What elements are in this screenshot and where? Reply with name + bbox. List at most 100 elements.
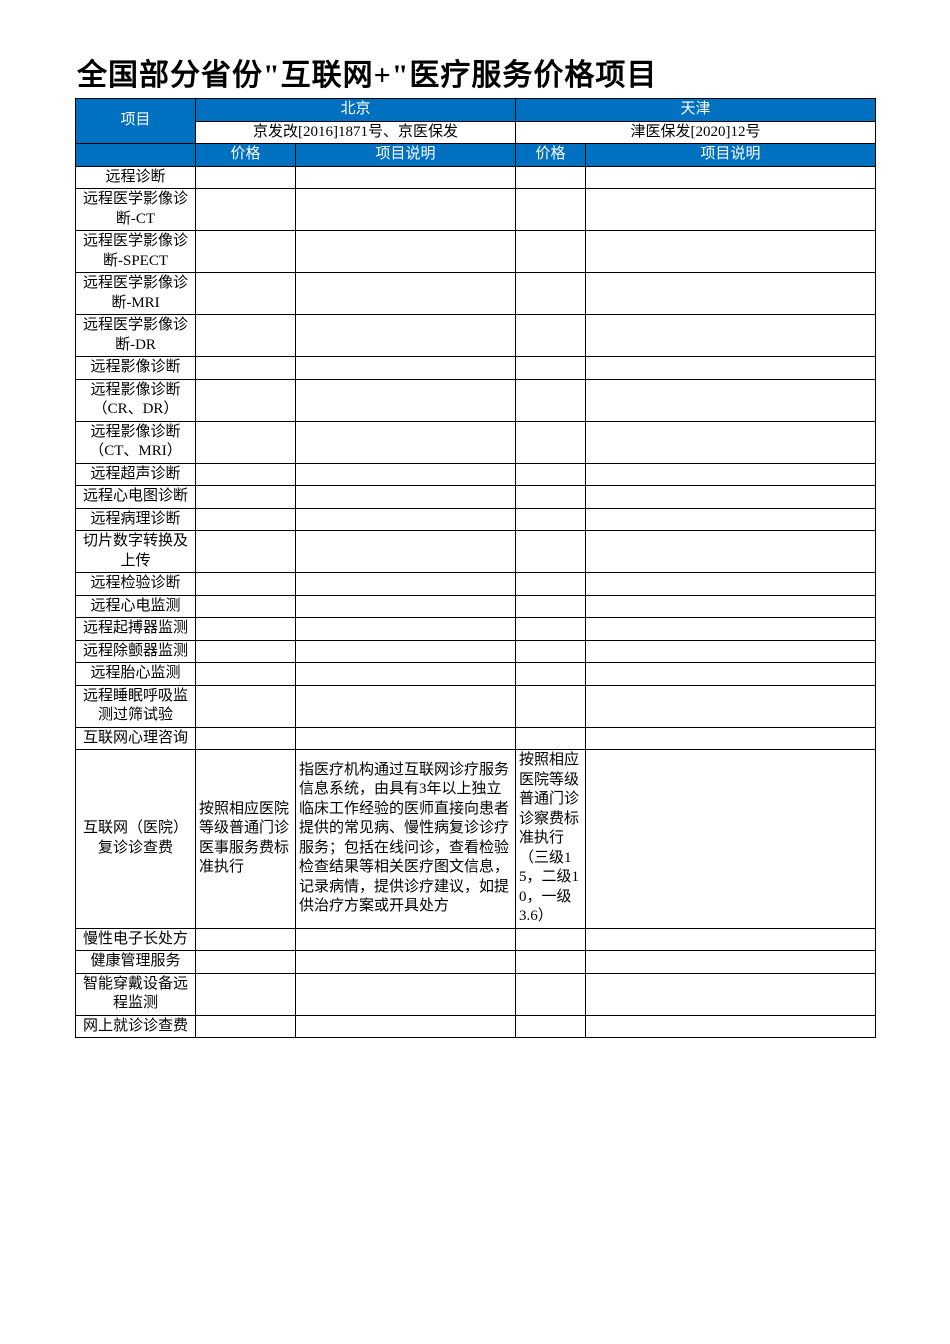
col-header-desc-bj: 项目说明 (296, 144, 516, 167)
cell-price-bj (196, 189, 296, 231)
cell-price-bj (196, 166, 296, 189)
cell-price-tj (516, 357, 586, 380)
table-row: 互联网（医院）复诊诊查费按照相应医院等级普通门诊医事服务费标准执行指医疗机构通过… (76, 750, 876, 929)
cell-desc-tj (586, 973, 876, 1015)
cell-desc-bj (296, 663, 516, 686)
cell-item: 远程医学影像诊断-CT (76, 189, 196, 231)
cell-desc-tj (586, 573, 876, 596)
cell-price-tj (516, 531, 586, 573)
cell-price-bj (196, 573, 296, 596)
cell-price-bj (196, 508, 296, 531)
price-table: 项目 北京 天津 京发改[2016]1871号、京医保发 津医保发[2020]1… (75, 98, 876, 1038)
cell-desc-tj (586, 357, 876, 380)
table-row: 远程除颤器监测 (76, 640, 876, 663)
cell-item: 健康管理服务 (76, 951, 196, 974)
cell-price-tj (516, 1015, 586, 1038)
cell-price-tj (516, 463, 586, 486)
cell-price-tj (516, 951, 586, 974)
table-body: 远程诊断远程医学影像诊断-CT远程医学影像诊断-SPECT远程医学影像诊断-MR… (76, 166, 876, 1038)
cell-item: 远程睡眠呼吸监测过筛试验 (76, 685, 196, 727)
cell-desc-bj (296, 166, 516, 189)
table-row: 远程病理诊断 (76, 508, 876, 531)
cell-desc-bj (296, 618, 516, 641)
cell-desc-bj (296, 928, 516, 951)
table-row: 网上就诊诊查费 (76, 1015, 876, 1038)
cell-item: 切片数字转换及上传 (76, 531, 196, 573)
cell-desc-tj (586, 486, 876, 509)
col-header-price-tj: 价格 (516, 144, 586, 167)
cell-desc-tj (586, 727, 876, 750)
cell-item: 互联网（医院）复诊诊查费 (76, 750, 196, 929)
doc-ref-beijing: 京发改[2016]1871号、京医保发 (196, 121, 516, 144)
cell-desc-bj (296, 379, 516, 421)
cell-desc-tj (586, 531, 876, 573)
cell-price-tj: 按照相应医院等级普通门诊诊察费标准执行（三级15，二级10，一级3.6） (516, 750, 586, 929)
cell-desc-tj (586, 1015, 876, 1038)
cell-price-tj (516, 727, 586, 750)
cell-desc-tj (586, 189, 876, 231)
cell-desc-bj (296, 315, 516, 357)
cell-price-tj (516, 573, 586, 596)
cell-desc-bj (296, 421, 516, 463)
cell-desc-bj (296, 1015, 516, 1038)
cell-desc-tj (586, 379, 876, 421)
region-header-beijing: 北京 (196, 99, 516, 122)
cell-item: 智能穿戴设备远程监测 (76, 973, 196, 1015)
cell-desc-bj (296, 685, 516, 727)
cell-desc-bj (296, 486, 516, 509)
cell-desc-tj (586, 618, 876, 641)
cell-item: 远程影像诊断（CT、MRI） (76, 421, 196, 463)
cell-desc-bj (296, 573, 516, 596)
table-row: 远程检验诊断 (76, 573, 876, 596)
header-row-region: 项目 北京 天津 (76, 99, 876, 122)
cell-price-tj (516, 379, 586, 421)
table-row: 互联网心理咨询 (76, 727, 876, 750)
cell-item: 远程病理诊断 (76, 508, 196, 531)
table-row: 远程影像诊断（CR、DR） (76, 379, 876, 421)
cell-desc-tj (586, 928, 876, 951)
cell-item: 慢性电子长处方 (76, 928, 196, 951)
cell-item: 远程超声诊断 (76, 463, 196, 486)
cell-desc-tj (586, 640, 876, 663)
cell-item: 互联网心理咨询 (76, 727, 196, 750)
cell-item: 网上就诊诊查费 (76, 1015, 196, 1038)
cell-desc-bj (296, 951, 516, 974)
table-row: 远程医学影像诊断-DR (76, 315, 876, 357)
cell-desc-tj (586, 951, 876, 974)
table-row: 远程医学影像诊断-CT (76, 189, 876, 231)
cell-desc-tj (586, 508, 876, 531)
cell-price-tj (516, 663, 586, 686)
cell-price-tj (516, 315, 586, 357)
cell-desc-tj (586, 315, 876, 357)
cell-price-bj (196, 486, 296, 509)
cell-price-bj (196, 463, 296, 486)
cell-price-bj (196, 273, 296, 315)
table-row: 切片数字转换及上传 (76, 531, 876, 573)
cell-item: 远程医学影像诊断-DR (76, 315, 196, 357)
cell-desc-bj (296, 727, 516, 750)
cell-price-tj (516, 231, 586, 273)
table-row: 远程医学影像诊断-MRI (76, 273, 876, 315)
table-row: 慢性电子长处方 (76, 928, 876, 951)
col-header-item: 项目 (76, 99, 196, 144)
cell-price-tj (516, 595, 586, 618)
table-row: 健康管理服务 (76, 951, 876, 974)
page-title: 全国部分省份"互联网+"医疗服务价格项目 (77, 50, 875, 94)
cell-item: 远程心电图诊断 (76, 486, 196, 509)
cell-item: 远程诊断 (76, 166, 196, 189)
cell-desc-tj (586, 595, 876, 618)
cell-desc-bj (296, 531, 516, 573)
cell-price-tj (516, 928, 586, 951)
cell-price-bj (196, 231, 296, 273)
cell-price-bj (196, 531, 296, 573)
col-header-price-bj: 价格 (196, 144, 296, 167)
cell-price-tj (516, 640, 586, 663)
cell-desc-bj (296, 463, 516, 486)
cell-price-tj (516, 618, 586, 641)
cell-desc-tj (586, 463, 876, 486)
table-row: 远程诊断 (76, 166, 876, 189)
table-row: 远程胎心监测 (76, 663, 876, 686)
cell-price-bj (196, 640, 296, 663)
table-row: 远程心电图诊断 (76, 486, 876, 509)
cell-price-bj (196, 421, 296, 463)
